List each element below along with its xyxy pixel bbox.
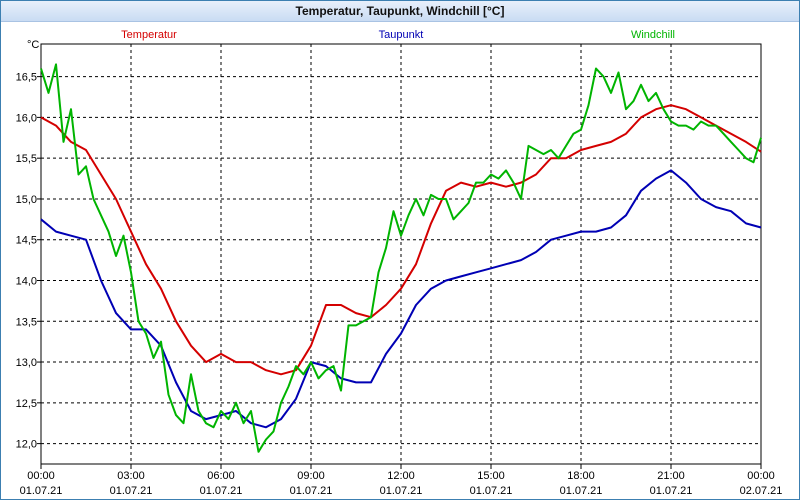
x-tick-time-label: 15:00	[477, 470, 505, 482]
series-line-temperatur	[40, 104, 762, 376]
y-tick-label: 16,0	[16, 112, 37, 124]
x-tick-time-label: 12:00	[387, 470, 415, 482]
legend-entry-taupunkt: Taupunkt	[379, 29, 424, 41]
x-tick-date-label: 01.07.21	[290, 485, 333, 497]
x-tick-time-label: 21:00	[657, 470, 685, 482]
x-tick-time-label: 00:00	[747, 470, 775, 482]
y-tick-label: 15,0	[16, 194, 37, 206]
y-tick-label: 13,0	[16, 357, 37, 369]
series-line-windchill	[40, 63, 762, 453]
x-tick-date-label: 01.07.21	[20, 485, 63, 497]
legend: Temperatur Taupunkt Windchill	[121, 29, 675, 41]
x-tick-time-label: 00:00	[27, 470, 55, 482]
y-unit-label: °C	[27, 39, 39, 51]
window-title: Temperatur, Taupunkt, Windchill [°C]	[1, 1, 799, 22]
series-lines	[40, 63, 762, 453]
x-tick-date-label: 01.07.21	[200, 485, 243, 497]
legend-entry-windchill: Windchill	[631, 29, 675, 41]
x-tick-time-label: 09:00	[297, 470, 325, 482]
y-tick-label: 16,5	[16, 72, 37, 84]
x-tick-date-label: 02.07.21	[740, 485, 783, 497]
y-tick-label: 13,5	[16, 316, 37, 328]
x-tick-time-label: 06:00	[207, 470, 235, 482]
x-tick-date-label: 01.07.21	[470, 485, 513, 497]
x-tick-date-label: 01.07.21	[110, 485, 153, 497]
x-tick-date-label: 01.07.21	[560, 485, 603, 497]
y-tick-label: 15,5	[16, 153, 37, 165]
legend-entry-temperatur: Temperatur	[121, 29, 177, 41]
chart-area: °C 12,0 12,5 13,0 13,5 14,0 14,5 15,0 15,5 16,0 16…	[16, 29, 783, 497]
x-tick-date-label: 01.07.21	[380, 485, 423, 497]
x-tick-time-label: 18:00	[567, 470, 595, 482]
x-axis: 00:00 01.07.21 03:00 01.07.21 06:00 01.07.21 0…	[20, 464, 783, 497]
grid-lines	[41, 44, 761, 464]
x-tick-time-label: 03:00	[117, 470, 145, 482]
x-tick-date-label: 01.07.21	[650, 485, 693, 497]
y-tick-label: 14,0	[16, 276, 37, 288]
y-tick-label: 12,0	[16, 439, 37, 451]
y-axis: °C 12,0 12,5 13,0 13,5 14,0 14,5 15,0 15,5 16,0 16…	[16, 39, 41, 451]
y-tick-label: 14,5	[16, 235, 37, 247]
y-tick-label: 12,5	[16, 398, 37, 410]
